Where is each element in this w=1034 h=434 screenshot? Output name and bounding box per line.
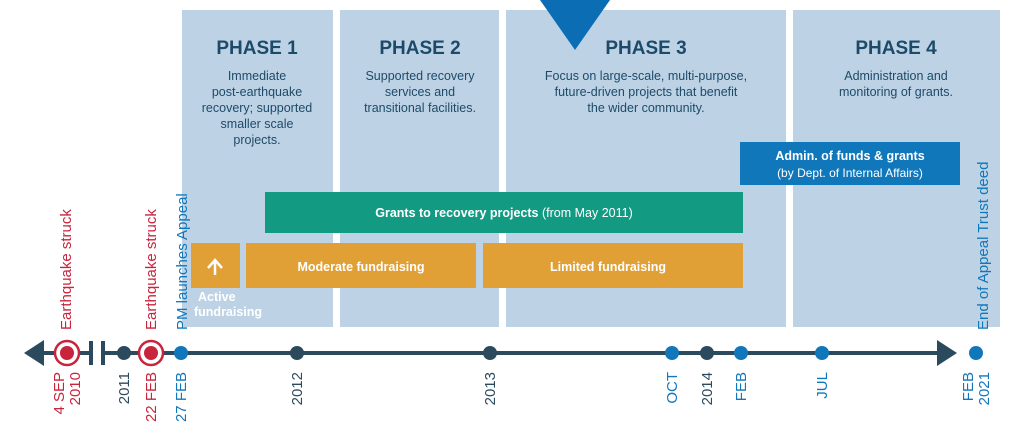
date-label: FEB: [960, 372, 977, 401]
axis-dot: [483, 346, 497, 360]
axis-dot: [665, 346, 679, 360]
grants-bar: [265, 192, 743, 233]
phase-description: Immediate: [228, 69, 286, 83]
moderate-bar: [246, 243, 476, 288]
axis-dot: [969, 346, 983, 360]
phase-description: recovery; supported: [202, 101, 313, 115]
left-arrow: [24, 340, 44, 366]
grants-note: (from May 2011): [542, 206, 633, 220]
phase-title: PHASE 2: [379, 38, 460, 59]
date-label: 2014: [699, 372, 716, 405]
grants-bold: Grants to recovery projects: [375, 206, 538, 220]
date-label: 2021: [976, 372, 993, 405]
date-labels: 4 SEP 2010 2011 22 FEB 27 FEB 2012 2013 OCT 2014…: [51, 372, 993, 422]
axis-dot: [117, 346, 131, 360]
axis-dot: [734, 346, 748, 360]
phase-description: projects.: [233, 133, 280, 147]
date-label: 2011: [116, 372, 133, 404]
phase-description: Focus on large-scale, multi-purpose,: [545, 69, 747, 83]
axis-dot: [290, 346, 304, 360]
phase-description: Supported recovery: [365, 69, 475, 83]
phase-description: smaller scale: [221, 117, 294, 131]
phase-panels: [182, 10, 1000, 327]
phase-title: PHASE 1: [216, 38, 298, 59]
date-label: 2010: [67, 372, 84, 405]
phase-description: Administration and: [844, 69, 948, 83]
phase-description: transitional facilities.: [364, 101, 476, 115]
axis-dot: [815, 346, 829, 360]
event-dot: [144, 346, 158, 360]
date-label: 22 FEB: [143, 372, 160, 422]
date-label: 27 FEB: [173, 372, 190, 422]
event-dot: [60, 346, 74, 360]
event-label: Earthquake struck: [58, 209, 75, 330]
date-label: 4 SEP: [51, 372, 68, 415]
admin-label: Admin. of funds & grants: [775, 149, 924, 163]
up-arrow: [207, 258, 223, 275]
limited-bar: [483, 243, 743, 288]
phase-description: the wider community.: [587, 101, 704, 115]
admin-note: (by Dept. of Internal Affairs): [777, 166, 923, 180]
event-label: PM launches Appeal: [174, 193, 191, 330]
limited-label: Limited fundraising: [550, 260, 666, 274]
moderate-label: Moderate fundraising: [297, 260, 424, 274]
pointer: [540, 0, 610, 50]
date-label: 2013: [482, 372, 499, 405]
date-label: OCT: [664, 372, 681, 404]
phase-description: monitoring of grants.: [839, 85, 953, 99]
phase-descriptions: Immediate post-earthquake recovery; suppor…: [202, 69, 953, 147]
axis-dots: [53, 339, 983, 367]
admin-box: [740, 142, 960, 185]
event-label: End of Appeal Trust deed: [975, 162, 992, 330]
right-arrow: [937, 340, 957, 366]
phase-description: services and: [385, 85, 455, 99]
phase-title: PHASE 3: [605, 38, 686, 59]
phase-description: post-earthquake: [212, 85, 302, 99]
date-label: JUL: [814, 372, 831, 399]
phase-title: PHASE 4: [855, 38, 937, 59]
event-label: Earthquake struck: [143, 209, 160, 330]
grants-label: Grants to recovery projects (from May 20…: [375, 206, 633, 220]
axis-dot: [700, 346, 714, 360]
date-label: 2012: [289, 372, 306, 405]
active-label: Active: [198, 290, 236, 304]
date-label: FEB: [733, 372, 750, 401]
phase-description: future-driven projects that benefit: [555, 85, 738, 99]
axis-dot: [174, 346, 188, 360]
active-label: fundraising: [194, 305, 262, 319]
